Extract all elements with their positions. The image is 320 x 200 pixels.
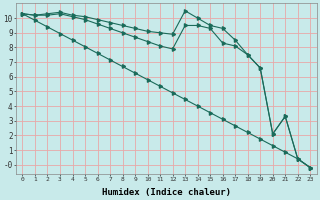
X-axis label: Humidex (Indice chaleur): Humidex (Indice chaleur)	[102, 188, 231, 197]
